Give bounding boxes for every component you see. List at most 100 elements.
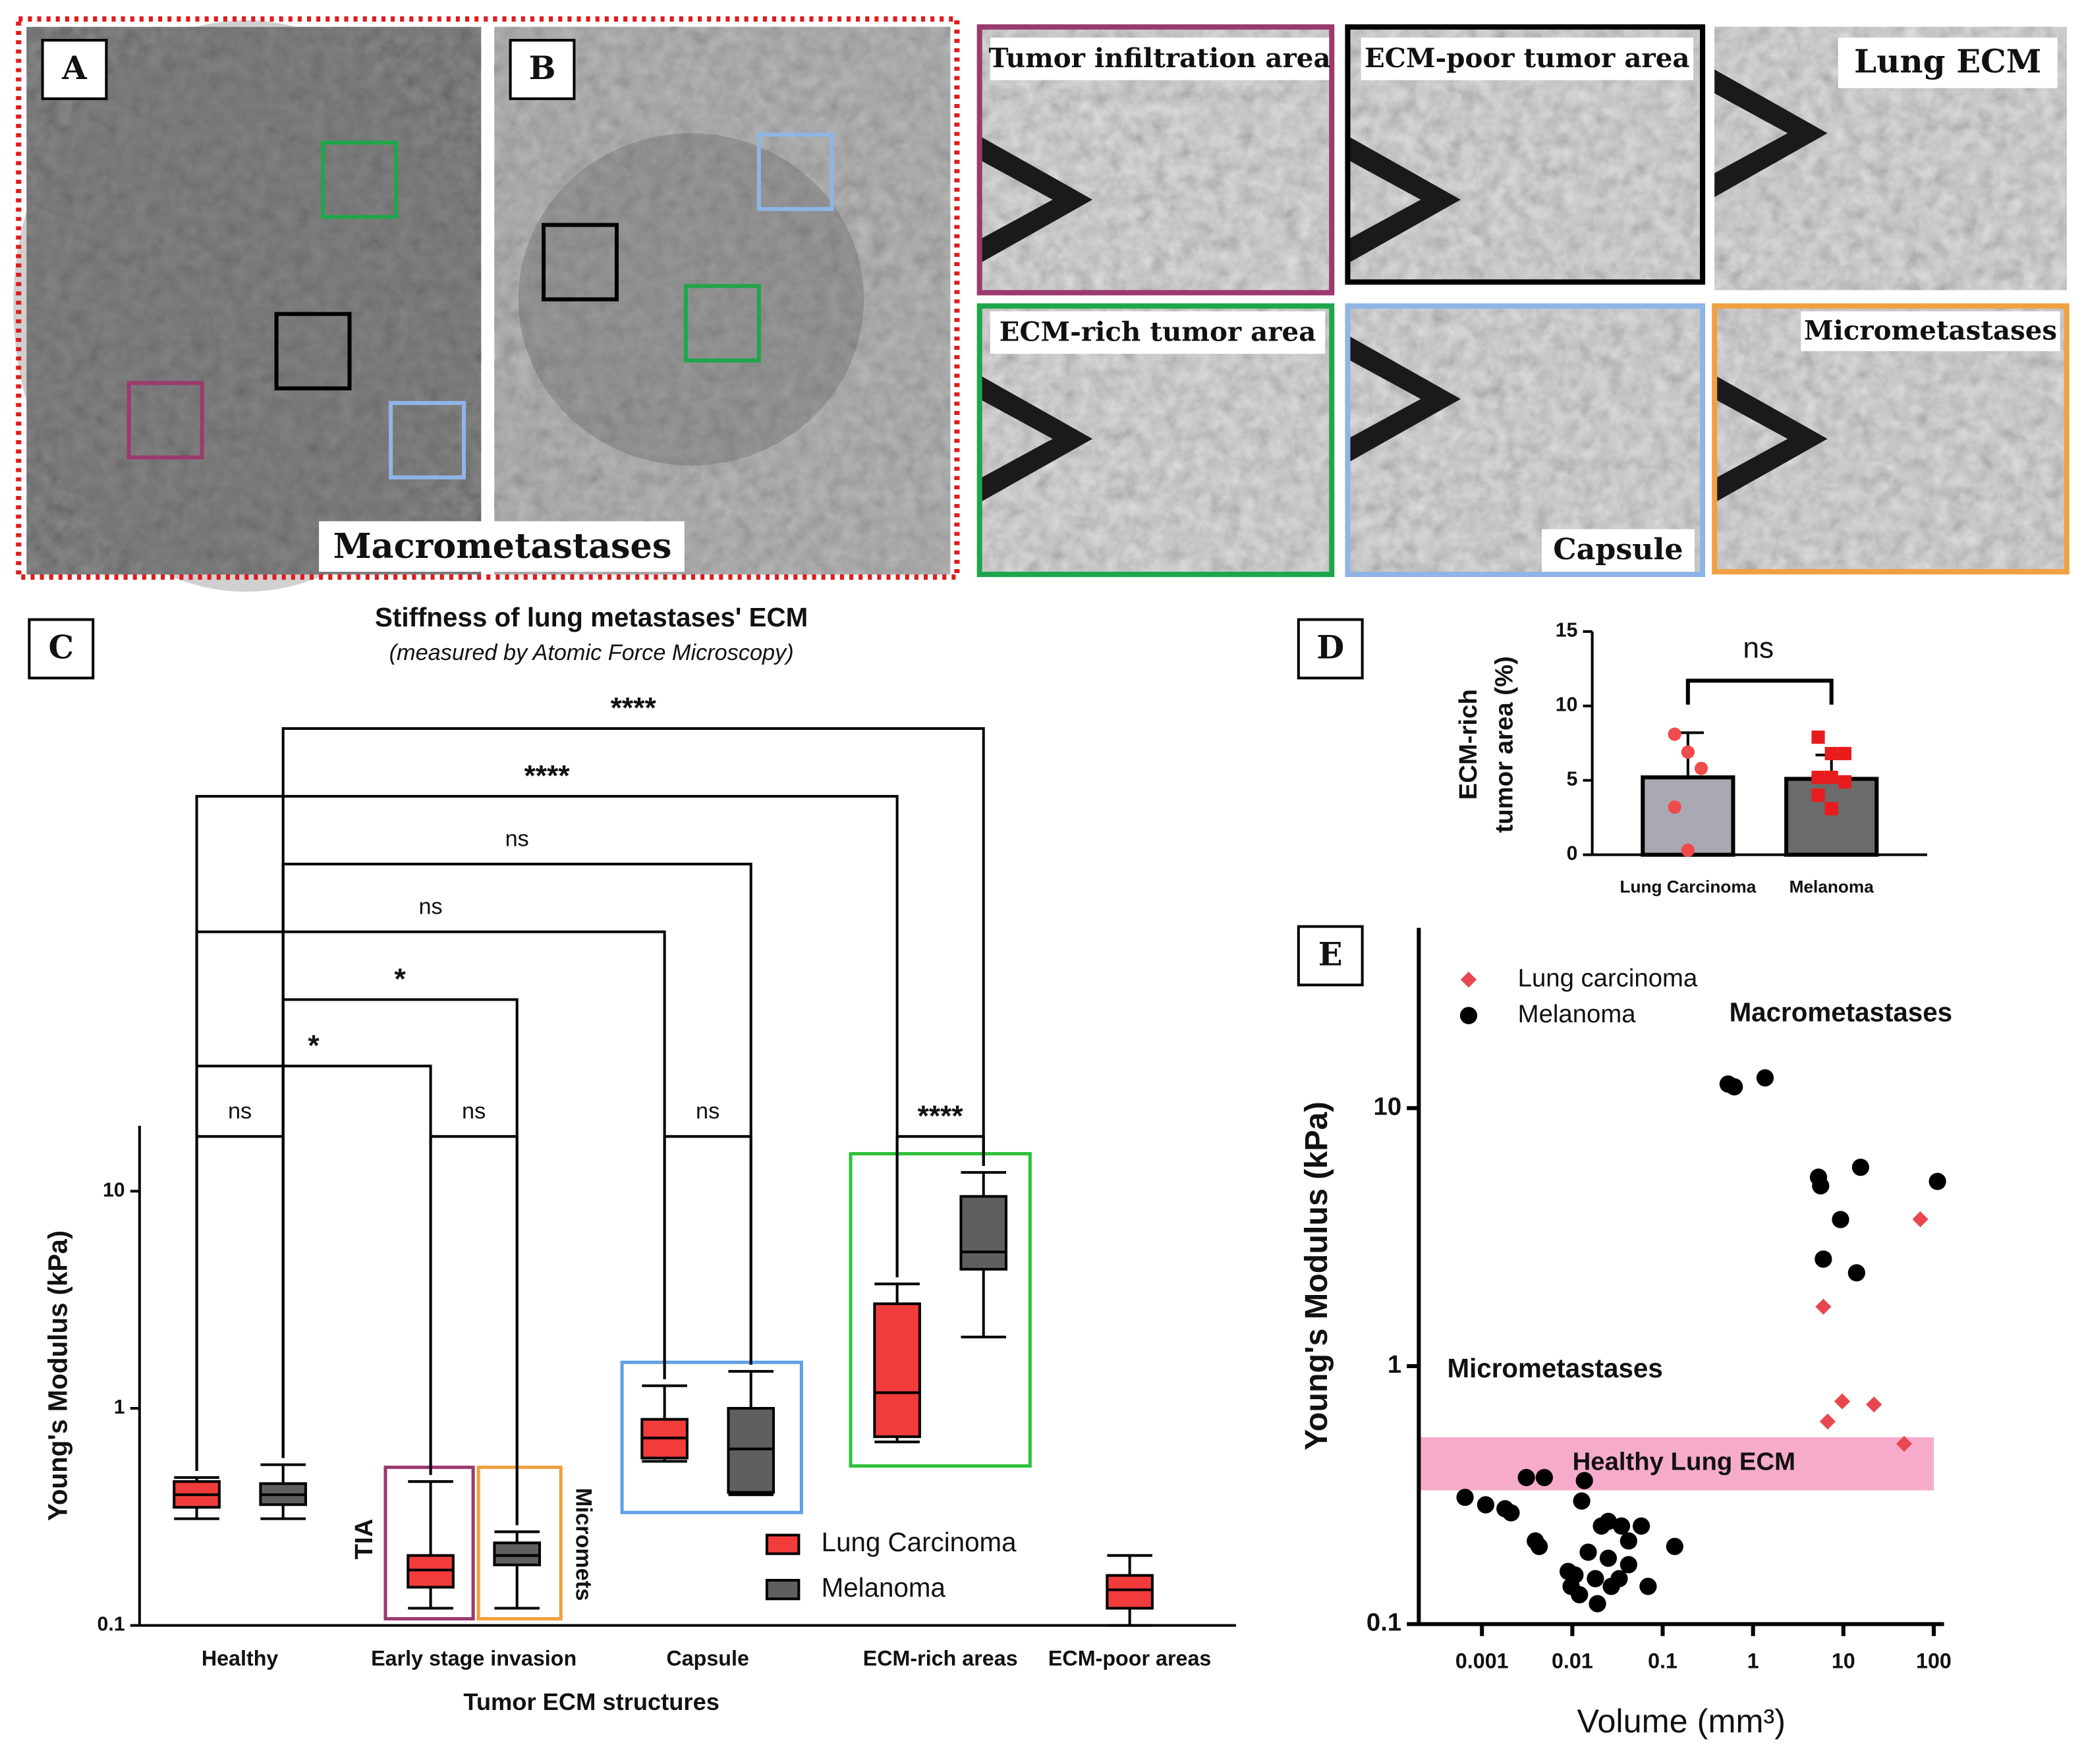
data-point — [1824, 771, 1838, 785]
y-axis-label: Young's Modulus (kPa) — [42, 1230, 72, 1521]
data-point — [1847, 1264, 1865, 1282]
significance-bracket — [195, 794, 899, 1471]
y-axis-label: Young's Modulus (kPa) — [1299, 1101, 1334, 1450]
data-point — [1573, 1492, 1591, 1510]
data-point — [1456, 1489, 1474, 1506]
box — [959, 1195, 1008, 1271]
data-point — [1502, 1504, 1520, 1522]
group-label: TIA — [350, 1519, 378, 1560]
data-point — [1668, 727, 1681, 741]
data-point — [1912, 1211, 1929, 1228]
tile-label: Tumor infiltration area — [988, 42, 1330, 74]
y-tick-label: 10 — [1374, 1092, 1402, 1120]
x-tick-label: 10 — [1832, 1649, 1855, 1673]
data-point — [1834, 1393, 1851, 1410]
region-box — [321, 140, 399, 219]
data-point — [1477, 1496, 1495, 1514]
annotation: Macrometastases — [1730, 997, 1953, 1027]
data-point — [1815, 1298, 1832, 1315]
tile-frame — [1712, 303, 2070, 575]
x-tick-label: Early stage invasion — [371, 1647, 577, 1670]
significance-label: ns — [505, 827, 529, 852]
afm-cantilever — [1714, 375, 1828, 503]
significance-label: * — [308, 1030, 320, 1062]
significance-label: ns — [1743, 632, 1774, 665]
y-axis-label: ECM-rich — [1454, 689, 1482, 800]
label-bg — [319, 521, 685, 572]
panel-label: D — [1316, 629, 1344, 666]
afm-cantilever — [979, 136, 1093, 263]
afm-cantilever — [1347, 136, 1461, 263]
tile-frame — [976, 303, 1335, 578]
significance-label: **** — [918, 1100, 964, 1132]
data-point — [1838, 746, 1851, 761]
data-point — [1666, 1537, 1683, 1555]
region-box — [542, 223, 619, 302]
region-box — [274, 312, 352, 391]
significance-label: ns — [418, 894, 442, 919]
panel-label: C — [49, 629, 74, 666]
tile-label: Micrometastases — [1804, 314, 2057, 346]
data-point — [1517, 1468, 1535, 1487]
tile-label: Capsule — [1553, 532, 1683, 566]
x-tick-label: 0.01 — [1552, 1649, 1593, 1673]
significance-label: **** — [524, 759, 571, 792]
data-point — [1811, 771, 1825, 785]
data-point — [1599, 1512, 1618, 1530]
legend-swatch — [765, 1533, 801, 1555]
region-box — [683, 284, 761, 363]
legend-label: Melanoma — [822, 1572, 946, 1603]
macro-frame — [16, 16, 960, 580]
data-point — [1851, 1158, 1870, 1176]
data-point — [1619, 1556, 1637, 1574]
data-point — [1824, 746, 1838, 761]
data-point — [1832, 1211, 1849, 1228]
significance-label: * — [395, 963, 407, 995]
panel-label: E — [1318, 936, 1343, 973]
group-box — [620, 1360, 803, 1514]
legend-swatch — [765, 1579, 801, 1601]
panel-label-box — [509, 39, 576, 100]
y-tick-label: 10 — [103, 1179, 125, 1201]
y-tick-label: 15 — [1556, 620, 1578, 642]
group-box — [476, 1466, 563, 1621]
x-tick-label: Capsule — [666, 1647, 749, 1670]
data-point — [1756, 1069, 1774, 1087]
x-axis-label: Tumor ECM structures — [463, 1688, 719, 1715]
data-point — [1531, 1537, 1548, 1555]
x-tick-label: Melanoma — [1789, 877, 1874, 896]
macro-label: Macrometastases — [333, 526, 672, 566]
x-tick-label: ECM-rich areas — [863, 1647, 1018, 1670]
tile-frame — [1345, 303, 1706, 578]
tissue-section — [13, 20, 479, 592]
afm-cantilever — [979, 375, 1093, 503]
data-point — [1619, 1532, 1637, 1550]
tile-frame — [976, 24, 1335, 296]
data-point — [1726, 1078, 1743, 1096]
data-point — [1571, 1585, 1589, 1604]
data-point — [1681, 843, 1695, 857]
legend-marker — [1459, 1006, 1478, 1024]
data-point — [1612, 1517, 1631, 1535]
legend-label: Melanoma — [1518, 1000, 1637, 1028]
data-point — [1681, 745, 1695, 759]
x-tick-label: ECM-poor areas — [1048, 1647, 1211, 1670]
region-box — [389, 400, 466, 480]
data-point — [1811, 730, 1825, 744]
significance-bracket — [281, 727, 985, 1458]
significance-label: ns — [228, 1099, 252, 1124]
y-tick-label: 10 — [1556, 694, 1578, 716]
data-point — [1632, 1517, 1650, 1535]
significance-bracket — [195, 1135, 285, 1471]
tile-label: Lung ECM — [1854, 43, 2041, 80]
legend-label: Lung carcinoma — [1518, 964, 1698, 992]
data-point — [1668, 800, 1681, 814]
panel-label-box — [1297, 925, 1364, 987]
reference-band — [1419, 1437, 1934, 1491]
data-point — [1589, 1595, 1606, 1612]
data-point — [1535, 1468, 1554, 1487]
significance-label: ns — [462, 1099, 486, 1124]
y-tick-label: 1 — [114, 1396, 125, 1418]
